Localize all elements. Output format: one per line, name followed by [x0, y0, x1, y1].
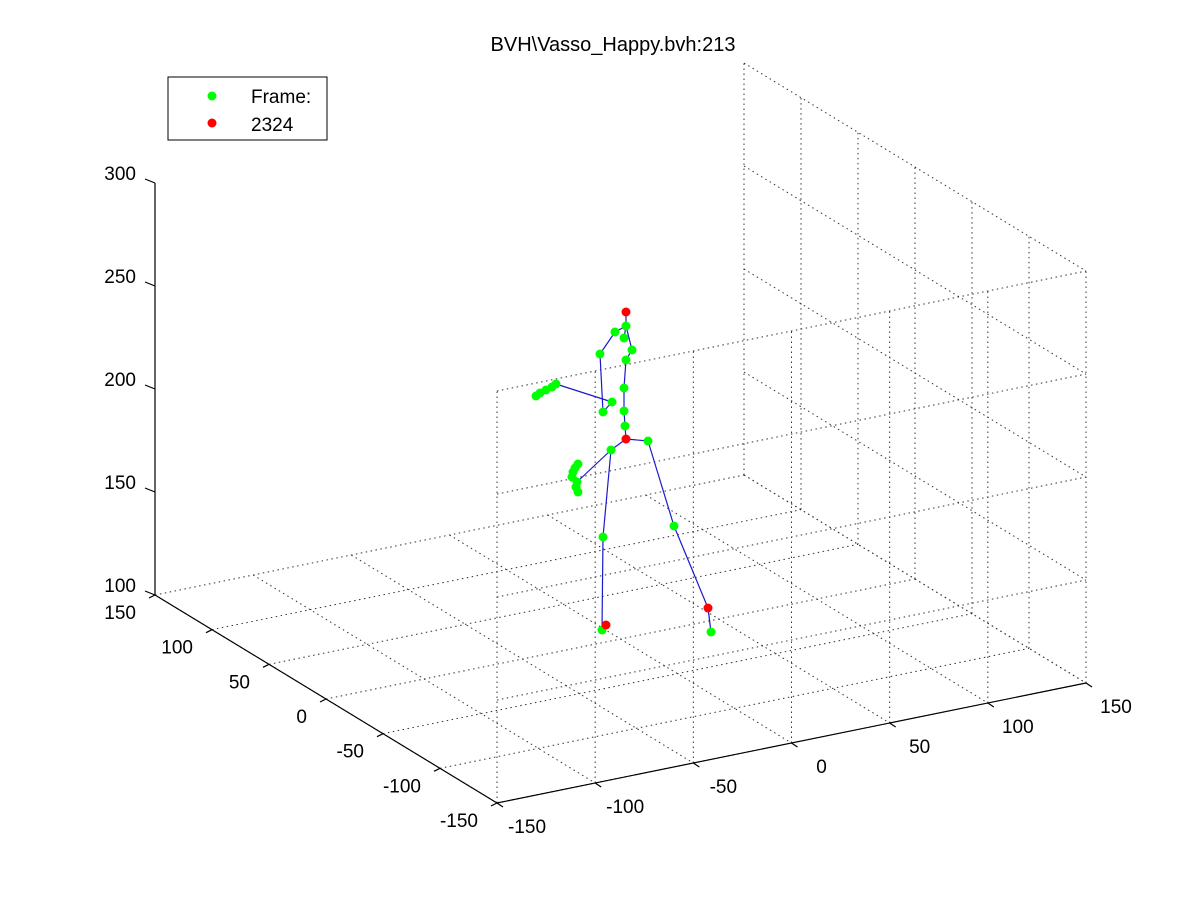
left-tick-mark: [490, 802, 498, 807]
right-tick-mark: [791, 742, 798, 748]
z-tick-label: 150: [104, 473, 136, 494]
left-tick-label: 150: [104, 603, 136, 624]
joint-point: [621, 321, 631, 331]
grid-line-side-z: [496, 270, 1087, 392]
joint-point: [619, 333, 629, 343]
joint-point: [619, 406, 629, 416]
grid-line-floor-x: [268, 543, 859, 665]
tick-labels: 150 100 50 0 -50 -100 -150 -150 -100 -50 0 50 100 150…: [104, 164, 1132, 838]
left-tick-mark: [205, 629, 213, 634]
joint-point: [531, 391, 541, 401]
left-tick-label: 50: [229, 672, 250, 693]
grid-line-floor-x: [439, 647, 1030, 769]
left-tick-mark: [148, 594, 156, 599]
left-tick-mark: [262, 663, 270, 668]
left-tick-mark: [376, 733, 384, 738]
grid-line-floor-y: [547, 514, 890, 724]
joint-point: [598, 407, 608, 417]
joint-point: [606, 445, 616, 455]
left-tick-label: -50: [337, 742, 364, 763]
joint-point: [620, 421, 630, 431]
grid-line-floor-y: [645, 494, 989, 704]
joint-point: [643, 436, 653, 446]
grid: [154, 62, 1087, 804]
grid-line-floor-y: [351, 554, 694, 764]
joint-point: [619, 383, 629, 393]
right-tick-label: -150: [508, 817, 546, 838]
joint-point: [621, 355, 631, 365]
z-tick-mark: [144, 590, 156, 596]
legend-box: [167, 76, 328, 141]
right-tick-mark: [1085, 682, 1093, 688]
left-tick-label: -100: [383, 776, 421, 797]
joint-point: [669, 521, 679, 531]
axes: [144, 178, 1093, 808]
right-tick-mark: [693, 762, 700, 768]
end-site-point: [621, 307, 631, 317]
grid-line-back-z: [743, 268, 1087, 478]
skeleton-bone: [673, 525, 709, 609]
grid-line-side-z: [496, 476, 1087, 598]
skeleton-bone: [599, 353, 604, 413]
left-tick-label: 100: [161, 638, 193, 659]
legend: Frame: 2324: [167, 76, 328, 141]
grid-line-back-z: [743, 371, 1087, 581]
end-site-point: [621, 434, 631, 444]
skeleton-bone: [555, 383, 613, 403]
skeleton-bone: [623, 359, 627, 389]
left-tick-label: -150: [440, 811, 478, 832]
left-tick-mark: [319, 698, 327, 703]
joint-markers: [531, 307, 716, 637]
right-tick-mark: [987, 702, 995, 708]
grid-line-floor-y: [449, 534, 792, 744]
joint-point: [607, 397, 617, 407]
left-tick-label: 0: [296, 707, 307, 728]
left-tick-mark: [433, 767, 441, 772]
z-tick-mark: [144, 487, 156, 493]
right-tick-label: 50: [909, 737, 930, 758]
joint-point: [706, 627, 716, 637]
right-tick-label: 150: [1100, 697, 1132, 718]
end-site-point: [703, 603, 713, 613]
right-tick-label: 0: [816, 757, 827, 778]
joint-point: [610, 327, 620, 337]
skeleton-bone: [602, 449, 612, 538]
legend-label-2324: 2324: [251, 115, 294, 136]
right-tick-label: -100: [606, 797, 644, 818]
legend-label-frame: Frame:: [251, 87, 311, 108]
z-tick-label: 100: [104, 576, 136, 597]
joint-point: [595, 349, 605, 359]
right-tick-mark: [594, 782, 602, 788]
joint-point: [598, 532, 608, 542]
skeleton-bone: [601, 536, 604, 631]
skeleton-bone: [647, 440, 675, 527]
right-tick-mark: [889, 722, 896, 728]
skeleton-bones: [555, 312, 712, 633]
z-tick-mark: [144, 384, 156, 390]
grid-line-floor-x: [382, 613, 973, 735]
skeleton-bone: [576, 449, 612, 483]
legend-marker-frame: [207, 91, 217, 101]
z-tick-mark: [144, 178, 156, 184]
chart-title: BVH\Vasso_Happy.bvh:213: [491, 34, 736, 56]
z-tick-mark: [144, 281, 156, 287]
grid-line-side-z: [496, 373, 1087, 495]
joint-point: [573, 487, 583, 497]
z-tick-label: 200: [104, 370, 136, 391]
grid-line-back-z: [743, 474, 1087, 684]
grid-line-side-z: [496, 579, 1087, 701]
grid-line-floor-x: [211, 509, 802, 631]
right-tick-label: -50: [710, 777, 737, 798]
joint-point: [627, 345, 637, 355]
right-tick-label: 100: [1002, 717, 1034, 738]
z-tick-label: 300: [104, 164, 136, 185]
grid-line-back-z: [743, 62, 1087, 272]
legend-marker-2324: [207, 118, 217, 128]
end-site-point: [601, 620, 611, 630]
z-tick-label: 250: [104, 267, 136, 288]
grid-line-floor-y: [252, 574, 596, 784]
right-tick-mark: [496, 802, 504, 808]
grid-line-back-z: [743, 165, 1087, 375]
